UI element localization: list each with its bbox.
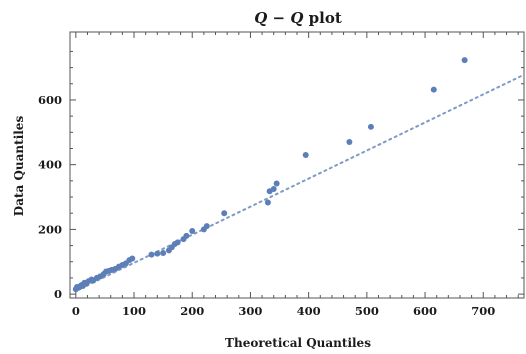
data-point xyxy=(368,124,374,130)
chart-title: Q − Q plot xyxy=(254,9,342,27)
data-point xyxy=(204,223,210,229)
data-point xyxy=(189,228,195,234)
x-tick-label: 200 xyxy=(180,304,204,318)
x-tick-label: 0 xyxy=(72,304,80,318)
x-tick-label: 300 xyxy=(238,304,262,318)
data-points xyxy=(73,57,468,292)
x-tick-label: 400 xyxy=(297,304,321,318)
data-point xyxy=(271,186,277,192)
axis-ticks xyxy=(70,32,524,298)
data-point xyxy=(129,256,135,262)
y-tick-label: 0 xyxy=(54,287,62,301)
data-point xyxy=(303,152,309,158)
y-tick-label: 400 xyxy=(38,158,62,172)
y-tick-label: 200 xyxy=(38,222,62,236)
x-tick-label: 600 xyxy=(413,304,437,318)
x-axis-label: Theoretical Quantiles xyxy=(225,336,371,350)
data-point xyxy=(148,252,154,258)
plot-frame xyxy=(70,32,524,298)
axis-tick-labels: 0 100 200 300 400 500 600 700 0 200 400 600 xyxy=(38,93,495,318)
chart-title-dash: − xyxy=(267,9,290,27)
y-axis-label: Data Quantiles xyxy=(12,116,26,217)
x-tick-label: 100 xyxy=(122,304,146,318)
chart-title-rest: plot xyxy=(303,9,341,27)
chart-title-q2: Q xyxy=(290,9,303,27)
reference-line xyxy=(76,75,524,291)
x-tick-label: 500 xyxy=(355,304,379,318)
data-point xyxy=(274,180,280,186)
x-tick-label: 700 xyxy=(471,304,495,318)
data-point xyxy=(462,57,468,63)
data-point xyxy=(160,250,166,256)
data-point xyxy=(183,233,189,239)
data-point xyxy=(346,139,352,145)
data-point xyxy=(221,210,227,216)
data-point xyxy=(265,200,271,206)
chart-title-q1: Q xyxy=(254,9,267,27)
data-point xyxy=(154,251,160,257)
data-point xyxy=(175,239,181,245)
data-point xyxy=(431,87,437,93)
y-tick-label: 600 xyxy=(38,93,62,107)
